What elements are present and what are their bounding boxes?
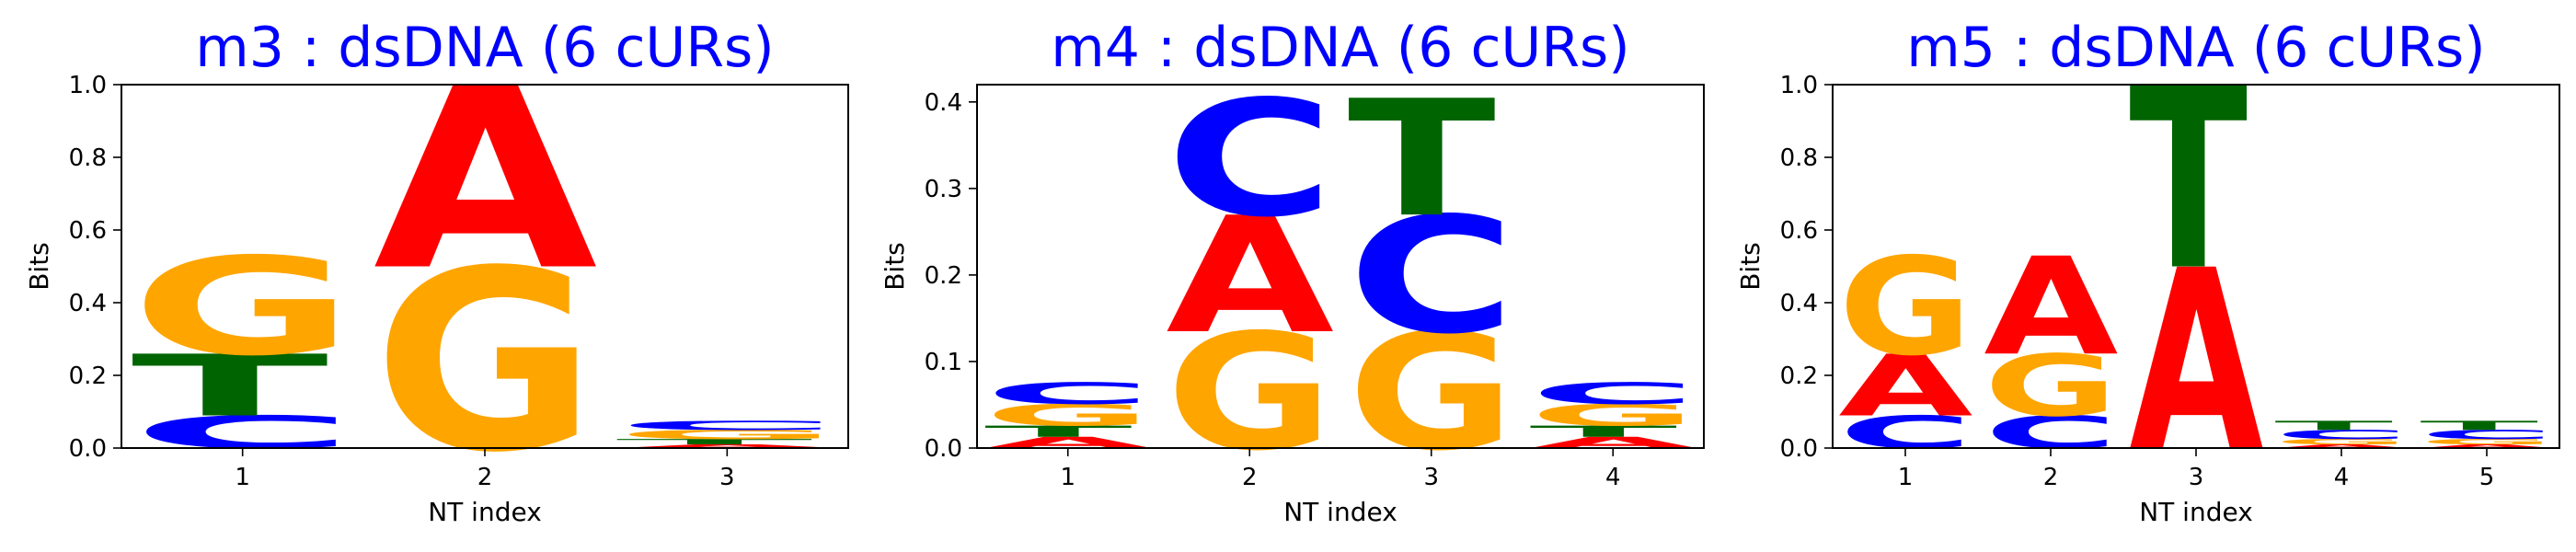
logo-panel-m3: m3 : dsDNA (6 cURs)0.00.20.40.60.81.0CTG… [24,16,849,527]
logo-letter-t: T [1529,422,1677,440]
x-tick-label: 3 [2189,464,2204,491]
x-tick-label: 2 [1242,464,1258,491]
y-tick-label: 0.2 [1780,362,1818,390]
logo-letter-a: A [374,37,600,326]
logo-letter-g: G [132,229,355,385]
x-axis-label: NT index [1283,497,1397,527]
logo-letter-t: T [132,337,329,435]
y-tick-label: 0.1 [925,349,962,376]
x-tick-label: 2 [2043,464,2059,491]
logo-letter-a: A [2129,217,2263,507]
logo-letter-t: T [2420,419,2538,433]
logo-letter-a: A [2420,443,2554,449]
y-tick-label: 1.0 [1780,72,1818,99]
x-tick-label: 2 [477,464,493,491]
logo-letter-c: C [2420,428,2554,443]
logo-letter-g: G [615,428,839,443]
logo-letter-g: G [374,217,597,507]
chart-title: m3 : dsDNA (6 cURs) [195,16,774,80]
logo-letter-a: A [1838,338,1972,436]
logo-letter-g: G [1529,398,1696,432]
y-tick-label: 0.6 [1780,217,1818,245]
logo-panel-m5: m5 : dsDNA (6 cURs)0.00.20.40.60.81.0CAG… [1735,16,2560,527]
y-tick-label: 0.0 [1780,435,1818,463]
x-axis-label: NT index [2139,497,2253,527]
logo-letter-g: G [1984,338,2117,436]
plot-frame [976,84,1705,449]
y-tick-label: 0.0 [69,435,107,463]
x-tick-label: 4 [1605,464,1621,491]
y-tick-label: 0.4 [1780,290,1818,317]
y-tick-label: 0.4 [69,290,107,317]
logo-letter-g: G [1838,229,1972,385]
x-tick-label: 3 [1423,464,1439,491]
x-tick-label: 3 [719,464,735,491]
y-tick-label: 1.0 [69,72,107,99]
x-tick-label: 5 [2479,464,2495,491]
logo-letter-g: G [2420,438,2554,446]
y-tick-label: 0.8 [69,144,107,172]
logo-letter-t: T [1348,66,1496,252]
x-tick-label: 1 [1060,464,1075,491]
x-tick-label: 1 [1898,464,1914,491]
y-axis-label: Bits [880,242,910,291]
logo-letter-a: A [2274,443,2409,449]
y-tick-label: 0.2 [69,362,107,390]
y-tick-label: 0.2 [925,262,962,290]
chart-title: m4 : dsDNA (6 cURs) [1051,16,1629,80]
logo-letter-g: G [984,398,1152,432]
chart-title: m5 : dsDNA (6 cURs) [1906,16,2485,80]
x-tick-label: 4 [2334,464,2350,491]
logo-letter-c: C [1166,66,1334,253]
logo-letter-g: G [2274,438,2409,446]
logo-letter-a: A [1166,183,1334,369]
x-tick-label: 1 [235,464,250,491]
logo-letter-a: A [1984,228,2118,385]
logo-letter-t: T [2274,419,2393,433]
y-tick-label: 0.6 [69,217,107,245]
logo-letter-c: C [1348,183,1516,370]
x-axis-label: NT index [428,497,542,527]
y-tick-label: 0.3 [925,176,962,203]
logo-letter-c: C [1529,376,1697,411]
logo-letter-t: T [984,422,1133,440]
y-tick-label: 0.0 [925,435,962,463]
logo-letter-c: C [615,419,840,433]
logo-letter-c: C [2274,428,2409,443]
logo-letter-c: C [984,376,1153,411]
y-tick-label: 0.4 [925,89,962,117]
y-tick-label: 0.8 [1780,144,1818,172]
y-axis-label: Bits [24,242,54,291]
logo-letter-t: T [615,438,813,446]
logo-letter-t: T [2129,36,2248,326]
logo-letter-a: A [615,443,839,449]
y-axis-label: Bits [1735,242,1765,291]
